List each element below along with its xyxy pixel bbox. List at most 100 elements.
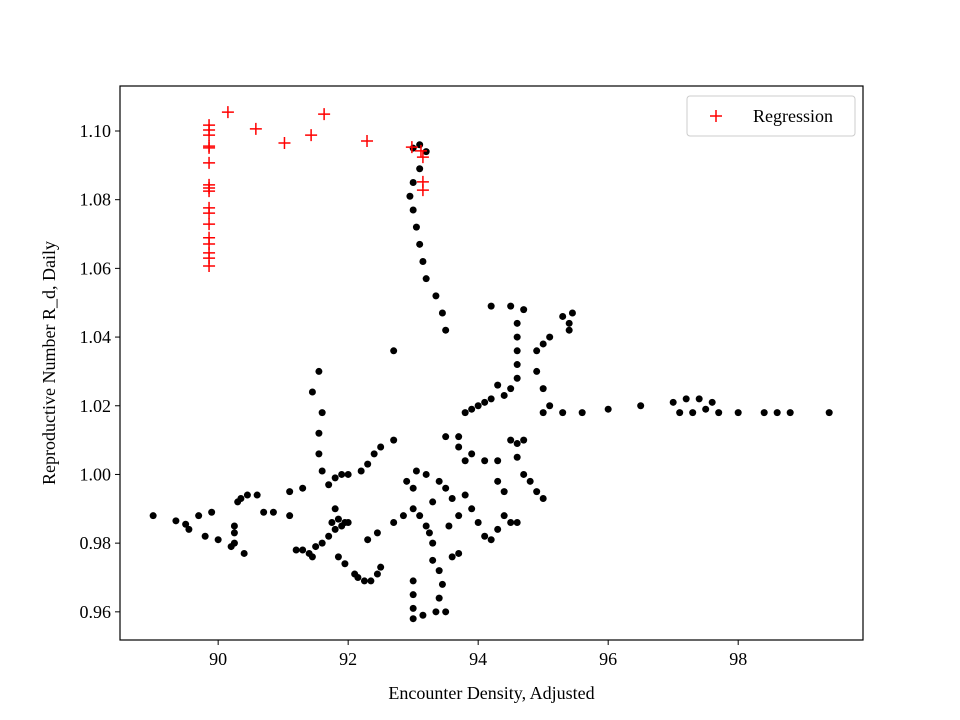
point [435,594,443,602]
y-tick-label: 1.06 [80,258,112,278]
point [438,580,446,588]
point [513,333,521,341]
point [500,488,508,496]
point [409,179,417,187]
point [308,388,316,396]
point [409,615,417,623]
point-shape [203,156,216,169]
point [203,141,216,154]
y-tick-label: 0.96 [80,602,112,622]
point [435,477,443,485]
point [409,577,417,585]
point [442,608,450,616]
point [334,553,342,561]
point [455,433,463,441]
point [409,206,417,214]
point [370,450,378,458]
point [354,573,362,581]
point [455,443,463,451]
point [539,385,547,393]
point [399,512,407,520]
y-tick-label: 0.98 [80,533,112,553]
point [468,505,476,513]
point [507,519,515,527]
point [715,409,723,417]
point [429,539,437,547]
point [568,309,576,317]
point [286,488,294,496]
point [203,207,216,220]
point [539,409,547,417]
point [461,491,469,499]
point-shape [278,137,291,150]
point [546,402,554,410]
point [260,508,268,516]
point-shape [221,106,234,119]
point [237,494,245,502]
point [414,144,427,157]
point [331,505,339,513]
point [299,484,307,492]
point [390,436,398,444]
point [412,467,420,475]
point [364,536,372,544]
point-shape [203,259,216,272]
point [468,450,476,458]
point [429,498,437,506]
point [455,512,463,520]
point [318,108,331,121]
point [494,477,502,485]
y-tick-label: 1.00 [80,464,112,484]
point [240,549,248,557]
point [331,474,339,482]
point [461,457,469,465]
legend-marker [710,110,722,122]
point [390,347,398,355]
point [474,402,482,410]
point [438,309,446,317]
point-shape [249,122,262,135]
point [325,532,333,540]
y-tick-label: 1.08 [80,190,112,210]
point [422,522,430,530]
point [494,525,502,533]
point [325,481,333,489]
point [513,519,521,527]
point [315,367,323,375]
point [559,409,567,417]
point [442,326,450,334]
point [474,519,482,527]
point [203,129,216,142]
point [312,543,320,551]
point [377,563,385,571]
point [286,512,294,520]
point [507,302,515,310]
point [481,457,489,465]
point [334,515,342,523]
point [195,512,203,520]
point [448,553,456,561]
point [487,536,495,544]
point [513,347,521,355]
point [786,409,794,417]
point [318,409,326,417]
point-shape [203,207,216,220]
point [539,494,547,502]
point [249,122,262,135]
point [230,522,238,530]
point [203,156,216,169]
point [390,519,398,527]
point [253,491,261,499]
point [445,522,453,530]
point-shape [414,144,427,157]
y-tick-label: 1.04 [80,327,112,347]
point [429,556,437,564]
point [416,165,424,173]
point [520,306,528,314]
point [403,477,411,485]
point [344,470,352,478]
legend-box [686,95,856,137]
point [221,106,234,119]
point [406,192,414,200]
